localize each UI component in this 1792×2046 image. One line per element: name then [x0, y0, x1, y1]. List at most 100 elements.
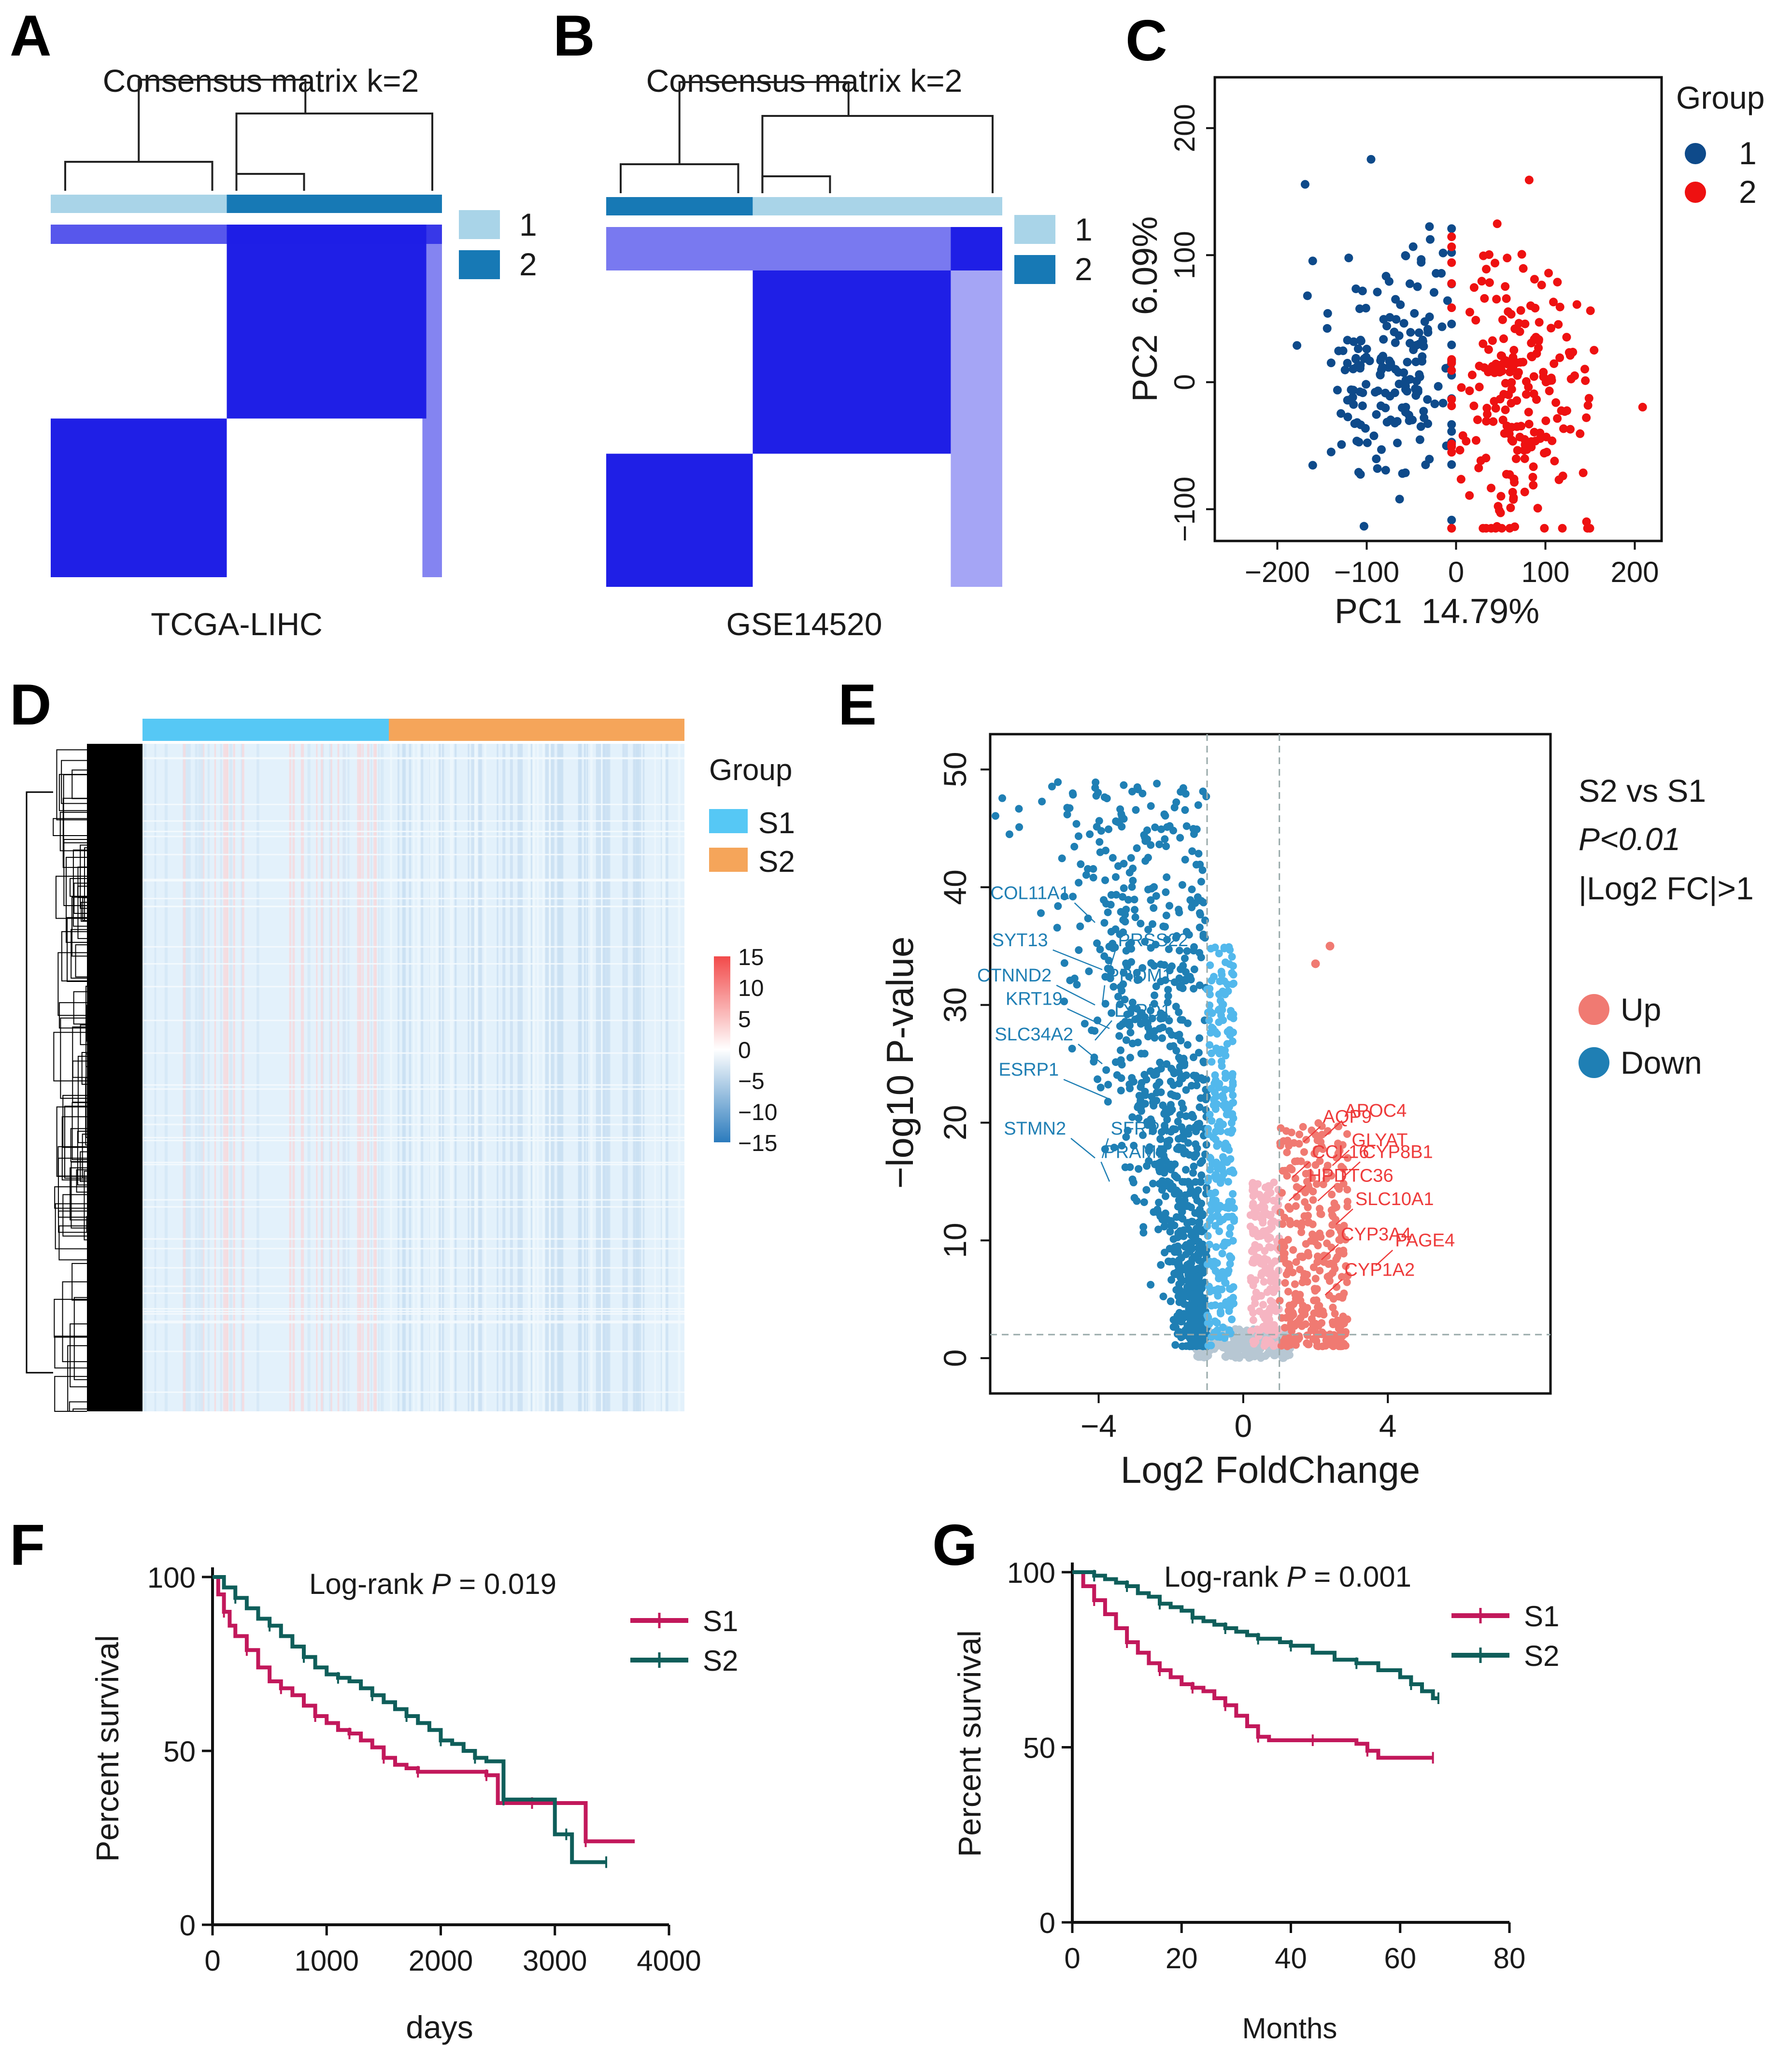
panel-e-point-down-weak: [1230, 1217, 1238, 1225]
panel-e-point-up: [1340, 1289, 1348, 1297]
panel-f: 0 1000 2000 3000 4000 0 50 100 days Percent sur…: [89, 1562, 738, 2045]
panel-e-point-down-weak: [1205, 1282, 1213, 1291]
panel-c-point-group-2: [1467, 370, 1477, 380]
panel-e-point-up: [1325, 1291, 1333, 1299]
panel-e-point-up-weak: [1249, 1316, 1257, 1324]
panel-c-point-group-2: [1541, 416, 1550, 426]
panel-c-xtick-label: −200: [1245, 556, 1310, 588]
panel-c-point-group-2: [1447, 232, 1456, 242]
panel-e-point-down: [1187, 1112, 1195, 1120]
panel-d-heatmap-row: [142, 1308, 684, 1310]
panel-e-point-up: [1338, 1141, 1347, 1149]
panel-e-point-down: [1195, 949, 1204, 957]
panel-e-point-down-weak: [1211, 1071, 1219, 1079]
panel-e-point-down-weak: [1204, 1130, 1212, 1138]
panel-e-point-down: [1127, 854, 1135, 862]
panel-e-ylabel: −log10 P-value: [879, 937, 921, 1189]
panel-e-point-down: [1157, 825, 1166, 833]
panel-c-point-group-2: [1547, 324, 1556, 333]
panel-e-point-down: [1195, 1034, 1204, 1042]
panel-c-point-group-2: [1488, 336, 1497, 345]
panel-d-heatmap-column: [633, 744, 635, 1411]
panel-e-gene-label-down: SFRP4: [1110, 1119, 1169, 1139]
panel-d-expression-heatmap: [142, 744, 684, 1411]
panel-e-point-up: [1299, 1123, 1307, 1131]
panel-e-point-down: [1184, 1219, 1192, 1227]
panel-e-point-ns: [1202, 1353, 1210, 1361]
panel-e-point-up-weak: [1251, 1241, 1259, 1249]
panel-e-point-down: [1160, 961, 1168, 969]
panel-e-point-down: [1122, 947, 1130, 955]
panel-e-point-down-weak: [1214, 1212, 1222, 1220]
panel-e-point-down: [1137, 920, 1145, 928]
panel-f-curve-S2: [213, 1575, 607, 1864]
panel-e-point-up-weak: [1262, 1210, 1270, 1219]
panel-c-point-group-2: [1558, 524, 1567, 533]
panel-e-point-down: [1183, 947, 1191, 955]
panel-c-point-group-2: [1511, 454, 1521, 463]
panel-c-point-group-2: [1447, 366, 1456, 375]
panel-e-point-down: [1156, 1135, 1165, 1143]
panel-c-point-group-1: [1413, 282, 1422, 291]
panel-d-legend-s1-swatch: [709, 809, 748, 833]
panel-e-point-down-weak: [1212, 1243, 1220, 1251]
panel-e-point-up-weak: [1246, 1222, 1254, 1231]
panel-e-point-up: [1282, 1270, 1291, 1279]
panel-d-heatmap-column: [329, 744, 332, 1411]
panel-e-point-down: [1162, 842, 1170, 851]
panel-d-group-s1-bar: [142, 719, 389, 741]
panel-c-xtick-label: −100: [1334, 556, 1399, 588]
panel-e-gene-label-down: SLC34A2: [995, 1024, 1073, 1045]
panel-e-point-up: [1300, 1148, 1308, 1156]
panel-e-point-down: [1164, 998, 1172, 1007]
panel-c-point-group-1: [1447, 319, 1456, 328]
panel-d-heatmap-column: [471, 744, 475, 1411]
panel-e-point-up: [1283, 1137, 1292, 1145]
panel-e-point-down: [1154, 1225, 1163, 1234]
panel-e-point-down-weak: [1229, 1028, 1237, 1037]
panel-c-point-group-2: [1590, 346, 1599, 355]
panel-c-point-group-1: [1414, 328, 1423, 337]
panel-c-point-group-2: [1501, 405, 1510, 414]
panel-c-point-group-2: [1527, 353, 1536, 362]
panel-e-point-down: [1177, 1278, 1185, 1286]
panel-c-point-group-1: [1401, 408, 1410, 417]
panel-e-point-down: [1122, 905, 1130, 913]
panel-e-point-up: [1310, 1296, 1318, 1305]
panel-f-xlabel: days: [406, 2009, 473, 2045]
panel-e-gene-label-down: CTNND2: [977, 966, 1052, 986]
panel-e-point-down: [1179, 1203, 1187, 1211]
panel-d-heatmap-column: [289, 744, 292, 1411]
panel-e-point-down: [1092, 792, 1100, 800]
panel-c-point-group-1: [1377, 445, 1386, 454]
panel-e-point-down-weak: [1204, 1009, 1212, 1017]
panel-e-point-down: [1174, 1118, 1182, 1126]
panel-e-point-up: [1278, 1238, 1286, 1246]
panel-e: COL11A1 SYT13 PRSS22 CTNND2 PROM1 KRT19 LYPD1 S…: [879, 733, 1754, 1491]
panel-e-point-down: [1119, 1020, 1127, 1028]
panel-e-point-down-weak: [1229, 1190, 1237, 1198]
panel-e-point-down: [1196, 1248, 1204, 1256]
panel-e-point-up-weak: [1260, 1261, 1268, 1269]
panel-e-point-down: [1075, 879, 1083, 887]
panel-e-point-down: [1143, 826, 1151, 835]
panel-d-heatmap-column: [642, 744, 645, 1411]
panel-c-point-group-2: [1469, 401, 1479, 411]
panel-c-point-group-2: [1456, 475, 1465, 484]
panel-d-heatmap-column: [220, 744, 222, 1411]
panel-e-point-down: [1094, 1075, 1102, 1083]
panel-e-point-down: [1172, 798, 1180, 806]
panel-d-heatmap-column: [367, 744, 370, 1411]
panel-e-point-up: [1310, 1285, 1319, 1293]
panel-d-heatmap-column: [586, 744, 588, 1411]
panel-e-point-down-weak: [1211, 1317, 1219, 1325]
panel-d-heatmap-column: [517, 744, 521, 1411]
panel-e-point-down: [1161, 835, 1169, 843]
panel-e-point-down-weak: [1225, 1329, 1234, 1337]
panel-e-point-down: [1157, 1261, 1165, 1269]
panel-e-point-ns: [1242, 1344, 1251, 1352]
panel-e-point-down: [1138, 1009, 1146, 1017]
panel-e-point-down: [1130, 895, 1138, 904]
panel-c-point-group-1: [1438, 248, 1448, 257]
